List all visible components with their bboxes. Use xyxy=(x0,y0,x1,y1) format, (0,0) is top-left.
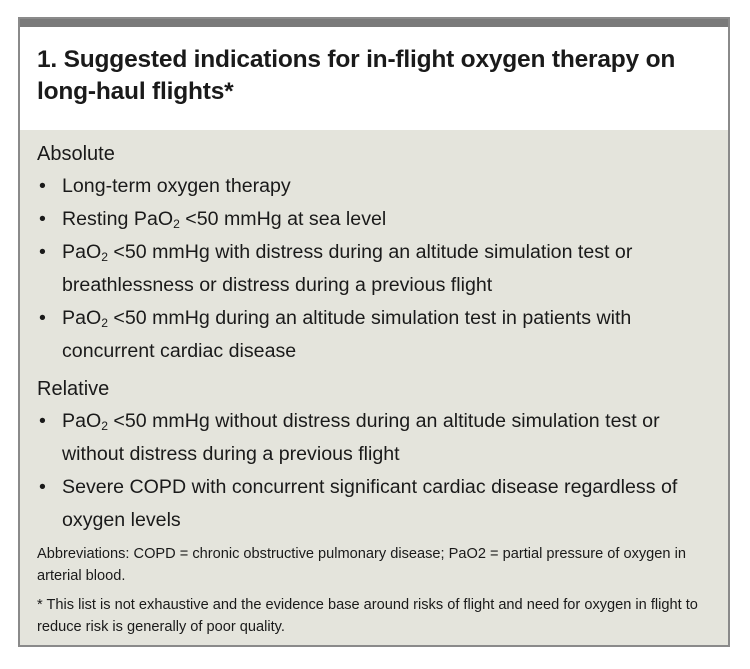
item-text: Resting PaO xyxy=(62,208,174,230)
box-title: 1. Suggested indications for in-flight o… xyxy=(37,46,676,105)
section-heading-relative: Relative xyxy=(37,378,110,400)
bullet-icon: • xyxy=(39,175,46,197)
item-text-rest: <50 mmHg at sea level xyxy=(179,208,387,230)
item-subscript: 2 xyxy=(173,217,180,232)
notes: Abbreviations: COPD = chronic obstructiv… xyxy=(37,543,714,638)
item-text: Long-term oxygen therapy xyxy=(62,175,291,197)
item-text: Severe COPD with concurrent significant … xyxy=(62,476,678,531)
item-text: PaO xyxy=(62,307,102,329)
list-item: • PaO2 <50 mmHg without distress during a… xyxy=(37,405,714,471)
indications-box: 1. Suggested indications for in-flight o… xyxy=(18,17,730,647)
item-text-rest: <50 mmHg without distress during an alti… xyxy=(62,410,660,465)
bullet-icon: • xyxy=(39,307,46,329)
box-body: Absolute • Long-term oxygen therapy • Rest… xyxy=(20,130,728,638)
list-item: • Resting PaO2 <50 mmHg at sea level xyxy=(37,203,714,236)
item-text-rest: <50 mmHg with distress during an altitud… xyxy=(62,241,633,296)
list-item: • Severe COPD with concurrent significant… xyxy=(37,471,714,537)
list-item: • Long-term oxygen therapy xyxy=(37,170,714,203)
list-item: • PaO2 <50 mmHg with distress during an a… xyxy=(37,236,714,302)
section-heading-absolute: Absolute xyxy=(37,143,115,165)
absolute-list: • Long-term oxygen therapy • Resting PaO2 … xyxy=(37,170,714,368)
footnote: * This list is not exhaustive and the ev… xyxy=(37,597,698,635)
item-text: PaO xyxy=(62,241,102,263)
item-text-rest: <50 mmHg during an altitude simulation t… xyxy=(62,307,632,362)
item-subscript: 2 xyxy=(101,316,108,331)
list-item: • PaO2 <50 mmHg during an altitude simula… xyxy=(37,302,714,368)
bullet-icon: • xyxy=(39,476,46,498)
section-relative: Relative • PaO2 <50 mmHg without distress… xyxy=(37,376,714,537)
top-bar xyxy=(20,19,728,27)
abbreviations-note: Abbreviations: COPD = chronic obstructiv… xyxy=(37,546,686,584)
section-absolute: Absolute • Long-term oxygen therapy • Rest… xyxy=(37,141,714,368)
relative-list: • PaO2 <50 mmHg without distress during a… xyxy=(37,405,714,537)
bullet-icon: • xyxy=(39,241,46,263)
title-panel: 1. Suggested indications for in-flight o… xyxy=(20,27,728,130)
item-text: PaO xyxy=(62,410,102,432)
bullet-icon: • xyxy=(39,208,46,230)
bullet-icon: • xyxy=(39,410,46,432)
item-subscript: 2 xyxy=(101,250,108,265)
item-subscript: 2 xyxy=(101,419,108,434)
